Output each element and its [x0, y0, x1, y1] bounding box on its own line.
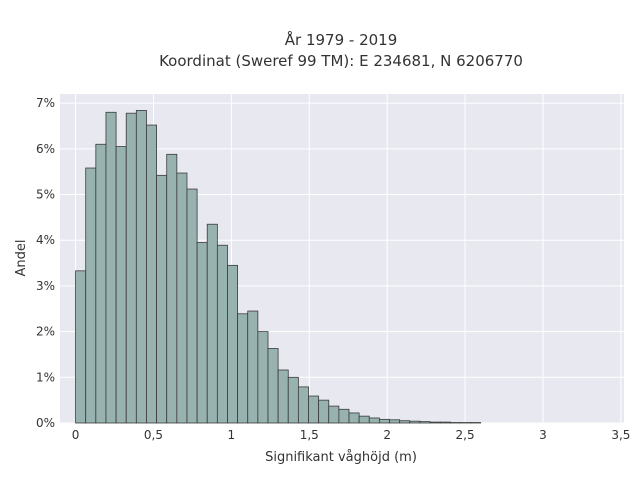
histogram-bar — [267, 348, 279, 424]
x-tick-label: 2 — [383, 428, 391, 442]
x-tick-label: 0 — [72, 428, 80, 442]
histogram-bar — [95, 143, 107, 424]
histogram-bar — [429, 421, 441, 424]
y-tick-label: 0% — [36, 416, 55, 430]
histogram-bar — [308, 395, 320, 424]
y-tick-label: 5% — [36, 188, 55, 202]
y-axis-label: Andel — [14, 240, 29, 277]
histogram-bar — [358, 415, 370, 424]
chart-title: År 1979 - 2019 — [285, 30, 398, 49]
histogram-bar — [348, 412, 360, 424]
y-tick-label: 4% — [36, 233, 55, 247]
histogram-bar — [338, 408, 350, 424]
histogram-bar — [328, 405, 340, 424]
y-tick-label: 3% — [36, 279, 55, 293]
histogram-bar — [419, 421, 431, 424]
y-tick-label: 6% — [36, 142, 55, 156]
histogram-bar — [125, 112, 137, 424]
histogram-bar — [409, 420, 421, 424]
histogram-bar — [135, 110, 147, 424]
histogram-bar — [115, 146, 127, 424]
chart-subtitle: Koordinat (Sweref 99 TM): E 234681, N 62… — [159, 52, 523, 70]
histogram-bar — [196, 242, 208, 424]
histogram-bar — [237, 313, 249, 424]
x-tick-label: 1,5 — [300, 428, 319, 442]
histogram-bar — [146, 124, 157, 424]
histogram-bar — [206, 223, 218, 424]
histogram-bar — [287, 376, 299, 424]
histogram-bar — [75, 270, 87, 424]
histogram-bar — [378, 418, 390, 424]
histogram-bar — [277, 369, 289, 424]
histogram-bar — [297, 386, 309, 424]
histogram-bar — [247, 310, 259, 424]
x-tick-label: 2,5 — [456, 428, 475, 442]
x-axis-label: Signifikant våghöjd (m) — [265, 450, 417, 465]
x-tick-label: 3,5 — [611, 428, 630, 442]
histogram-bar — [176, 172, 188, 424]
y-tick-label: 1% — [36, 370, 55, 384]
y-axis-ticks: 0% 1% 2% 3% 4% 5% 6% 7% — [36, 96, 55, 430]
histogram-bar — [368, 417, 380, 424]
histogram-bar — [156, 174, 168, 424]
histogram-bar — [257, 331, 269, 424]
histogram-bar — [318, 399, 330, 424]
x-tick-label: 1 — [228, 428, 236, 442]
histogram-bar — [216, 244, 228, 424]
histogram-bar — [105, 111, 117, 424]
histogram-bar — [85, 167, 97, 424]
x-tick-label: 3 — [539, 428, 547, 442]
histogram-bar — [166, 153, 178, 424]
y-tick-label: 7% — [36, 96, 55, 110]
histogram-bar — [389, 419, 401, 424]
histogram-bar — [227, 264, 239, 424]
x-tick-label: 0,5 — [144, 428, 163, 442]
y-tick-label: 2% — [36, 325, 55, 339]
histogram-bar — [439, 421, 451, 424]
histogram-bar — [186, 188, 198, 424]
bars — [75, 110, 482, 424]
x-axis-ticks: 0 0,5 1 1,5 2 2,5 3 3,5 — [72, 428, 631, 442]
histogram-bar — [399, 420, 411, 424]
